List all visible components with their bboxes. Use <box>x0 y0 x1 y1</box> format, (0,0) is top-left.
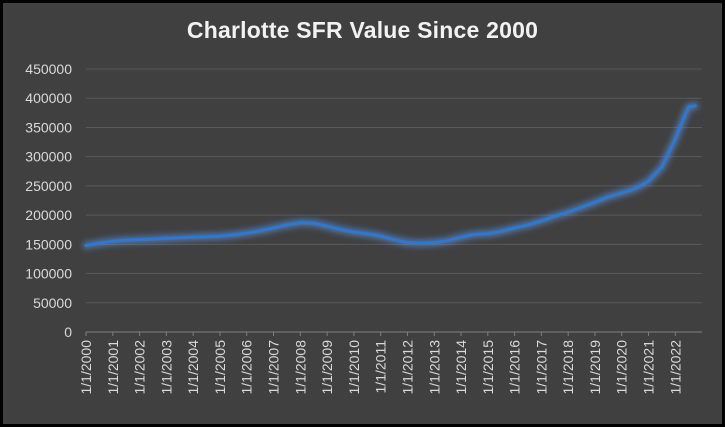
data-point <box>607 195 610 199</box>
y-tick-label: 0 <box>64 324 72 340</box>
data-point <box>526 223 530 227</box>
data-point <box>499 230 503 233</box>
data-point <box>98 242 101 245</box>
x-tick-label: 1/1/2021 <box>641 340 657 395</box>
data-point <box>339 228 342 231</box>
data-point <box>674 137 677 141</box>
data-point <box>633 187 637 190</box>
data-point <box>647 180 650 183</box>
data-point <box>124 239 128 242</box>
data-point <box>205 235 208 238</box>
series-line <box>84 104 697 247</box>
data-point <box>540 219 543 223</box>
x-tick-label: 1/1/2020 <box>614 340 630 395</box>
data-point <box>433 241 436 244</box>
data-point <box>620 191 623 195</box>
data-point <box>459 236 463 239</box>
data-point <box>513 226 516 230</box>
data-point <box>406 241 409 244</box>
x-tick-label: 1/1/2005 <box>212 340 228 395</box>
data-point <box>258 229 262 233</box>
data-point <box>687 105 690 109</box>
data-point <box>232 233 235 237</box>
data-point <box>567 211 570 214</box>
data-point <box>593 201 597 204</box>
x-tick-label: 1/1/2001 <box>105 340 121 395</box>
x-tick-label: 1/1/2013 <box>426 340 442 395</box>
chart-title: Charlotte SFR Value Since 2000 <box>186 17 539 43</box>
y-tick-label: 200000 <box>25 207 72 223</box>
x-tick-label: 1/1/2004 <box>185 340 201 395</box>
y-tick-label: 50000 <box>33 295 72 311</box>
data-point <box>245 232 248 235</box>
x-tick-label: 1/1/2002 <box>132 340 148 395</box>
x-tick-label: 1/1/2016 <box>507 340 523 395</box>
y-tick-label: 450000 <box>25 61 72 77</box>
data-point <box>379 235 382 238</box>
x-tick-label: 1/1/2010 <box>346 340 362 395</box>
data-point <box>218 235 222 238</box>
data-point <box>325 225 329 228</box>
data-point <box>680 121 684 125</box>
data-point <box>580 206 583 209</box>
y-tick-label: 150000 <box>25 236 72 252</box>
data-point <box>419 242 422 245</box>
data-point <box>191 236 195 239</box>
data-point <box>473 233 476 236</box>
y-tick-label: 300000 <box>25 149 72 165</box>
x-tick-label: 1/1/2000 <box>78 340 94 395</box>
data-point <box>660 166 663 169</box>
data-point <box>312 222 315 225</box>
data-point <box>138 238 141 241</box>
data-point <box>486 232 489 235</box>
x-tick-label: 1/1/2008 <box>292 340 308 395</box>
data-point <box>366 232 369 235</box>
x-tick-label: 1/1/2019 <box>587 340 603 395</box>
data-point <box>111 240 115 243</box>
x-tick-label: 1/1/2009 <box>319 340 335 395</box>
data-point <box>285 223 288 227</box>
x-tick-label: 1/1/2007 <box>266 340 282 395</box>
data-point <box>446 239 449 242</box>
data-point <box>299 221 302 224</box>
x-tick-label: 1/1/2014 <box>453 340 469 395</box>
x-tick-label: 1/1/2022 <box>667 340 683 395</box>
x-tick-label: 1/1/2012 <box>399 340 415 395</box>
series-line-glow <box>82 102 699 249</box>
x-tick-label: 1/1/2015 <box>480 340 496 395</box>
x-tick-label: 1/1/2018 <box>560 340 576 395</box>
data-point <box>151 237 155 241</box>
x-tick-label: 1/1/2006 <box>239 340 255 395</box>
y-tick-label: 100000 <box>25 266 72 282</box>
data-point <box>694 104 697 108</box>
data-point <box>165 237 168 240</box>
x-tick-label: 1/1/2017 <box>533 340 549 395</box>
data-point <box>178 236 181 240</box>
y-tick-label: 400000 <box>25 90 72 106</box>
y-tick-label: 350000 <box>25 119 72 135</box>
data-point <box>272 226 275 230</box>
data-point <box>352 230 356 234</box>
x-tick-label: 1/1/2011 <box>373 340 389 394</box>
x-tick-label: 1/1/2003 <box>158 340 174 395</box>
data-point <box>84 244 88 247</box>
data-point <box>553 215 556 218</box>
y-tick-label: 250000 <box>25 178 72 194</box>
data-point <box>392 238 396 241</box>
